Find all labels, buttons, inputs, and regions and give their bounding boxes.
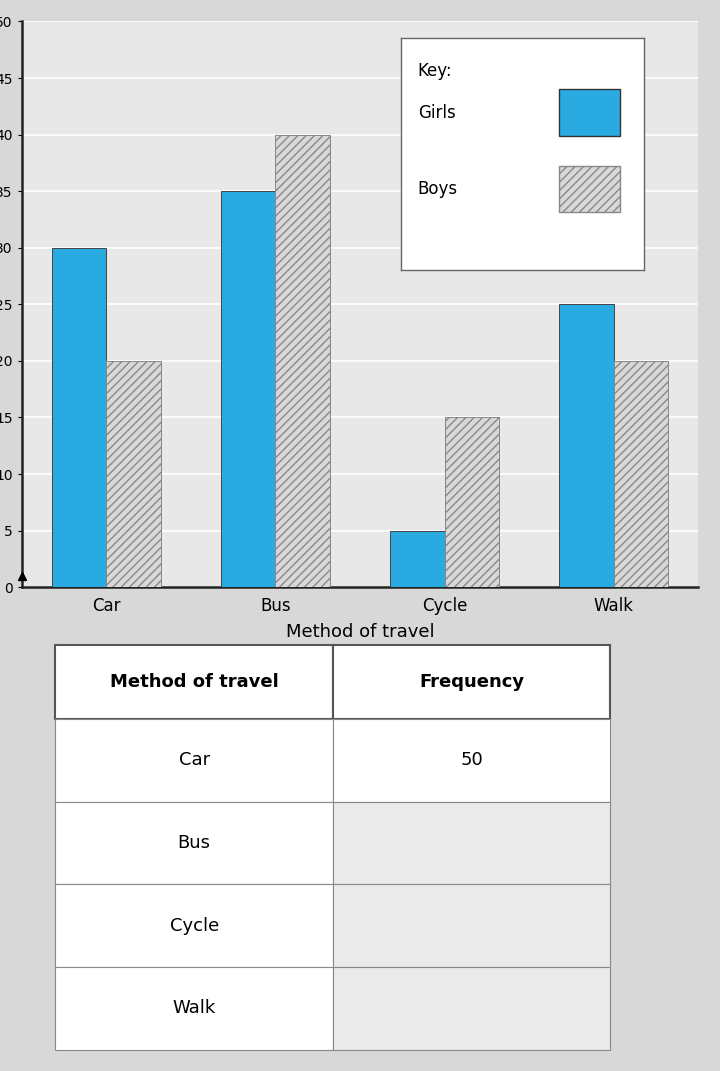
Bar	[107, 361, 161, 587]
Bar	[559, 304, 613, 587]
Bar	[613, 361, 667, 587]
Bar	[390, 530, 444, 587]
Bar	[276, 135, 330, 587]
X-axis label: Method of travel: Method of travel	[286, 623, 434, 642]
Bar	[221, 191, 276, 587]
Bar	[444, 418, 499, 587]
Bar	[53, 247, 107, 587]
